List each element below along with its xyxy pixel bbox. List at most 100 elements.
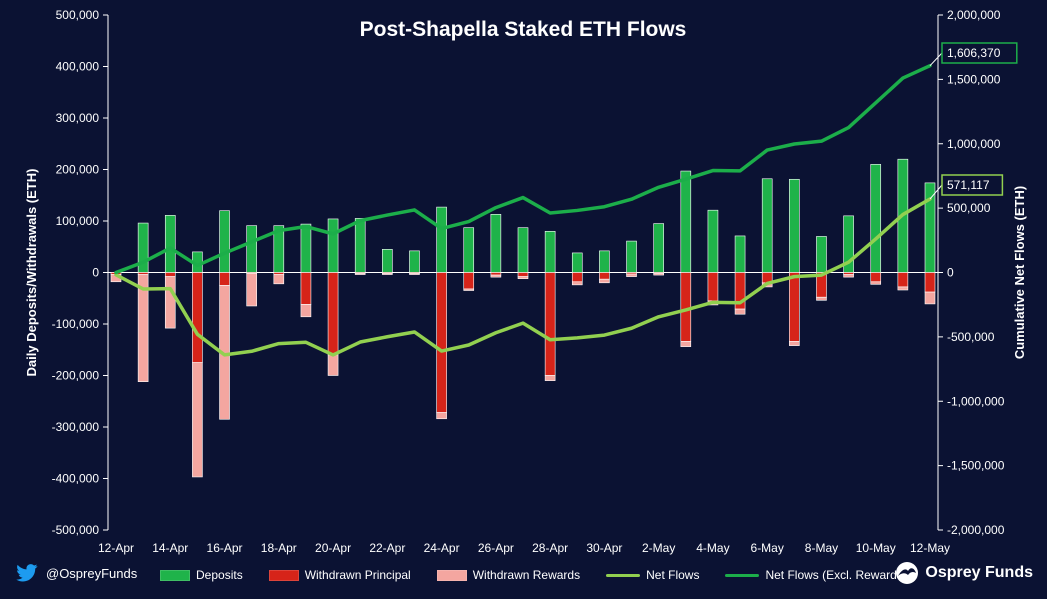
bar-withdrawn-principal <box>571 272 583 283</box>
bar-withdrawn-principal <box>192 272 203 363</box>
bar-withdrawn-principal <box>327 272 339 356</box>
bar-deposits <box>300 223 312 273</box>
bar-deposits <box>680 170 692 273</box>
bar-withdrawn-rewards <box>300 304 312 318</box>
bar-deposits <box>490 214 502 273</box>
x-tick-label: 28-Apr <box>532 541 568 555</box>
osprey-brand[interactable]: Osprey Funds <box>895 561 1033 585</box>
twitter-handle[interactable]: @OspreyFunds <box>16 564 137 582</box>
bar-withdrawn-principal <box>463 272 475 290</box>
bar-withdrawn-rewards <box>789 341 800 346</box>
x-tick-label: 2-May <box>642 541 675 555</box>
legend-label-net-flows-excl: Net Flows (Excl. Rewards) <box>765 568 907 582</box>
left-tick-label: -500,000 <box>52 523 100 537</box>
chart-title: Post-Shapella Staked ETH Flows <box>360 18 687 41</box>
annotation-net-flows-box <box>941 174 1004 196</box>
left-tick-label: 200,000 <box>56 163 100 177</box>
bar-deposits <box>463 227 475 273</box>
legend-swatch-deposits <box>160 569 190 581</box>
bar-withdrawn-rewards <box>382 273 393 275</box>
left-tick-label: 400,000 <box>56 60 100 74</box>
bar-withdrawn-principal <box>164 272 176 277</box>
x-tick-label: 26-Apr <box>478 541 514 555</box>
bar-withdrawn-rewards <box>870 281 882 285</box>
annotation-net-flows-leader <box>929 184 943 200</box>
left-tick-label: 0 <box>92 266 99 280</box>
legend-label-withdrawn-rewards: Withdrawn Rewards <box>472 568 581 582</box>
bar-deposits <box>164 215 176 273</box>
bar-withdrawn-principal <box>897 272 909 288</box>
right-tick-label: 1,000,000 <box>947 137 1001 151</box>
osprey-logo-icon <box>896 562 919 584</box>
bar-withdrawn-principal <box>490 272 502 276</box>
right-tick-label: 2,000,000 <box>947 8 1001 22</box>
x-tick-label: 20-Apr <box>315 541 351 555</box>
x-tick-label: 10-May <box>856 541 896 555</box>
bar-withdrawn-principal <box>843 272 854 275</box>
right-axis-label: Cumulative Net Flows (ETH) <box>1012 186 1027 359</box>
bar-deposits <box>219 210 230 273</box>
x-tick-label: 14-Apr <box>152 541 188 555</box>
right-tick-label: 0 <box>947 266 954 280</box>
bar-withdrawn-rewards <box>897 286 909 291</box>
bar-withdrawn-rewards <box>653 273 664 276</box>
left-tick-label: -300,000 <box>52 420 100 434</box>
right-tick-label: -1,000,000 <box>947 394 1005 408</box>
x-tick-label: 30-Apr <box>586 541 622 555</box>
twitter-icon <box>16 564 38 582</box>
brand-name: Osprey Funds <box>925 564 1033 581</box>
bar-withdrawn-rewards <box>409 273 420 275</box>
bar-withdrawn-principal <box>137 272 149 275</box>
bar-withdrawn-principal <box>680 272 692 342</box>
bar-deposits <box>653 223 664 273</box>
x-tick-label: 12-Apr <box>98 541 134 555</box>
legend-swatch-withdrawn-principal <box>268 569 299 581</box>
bar-withdrawn-principal <box>517 272 529 277</box>
bar-withdrawn-rewards <box>599 278 610 284</box>
annotation-net-flows-value: 571,117 <box>947 178 990 192</box>
left-tick-label: -400,000 <box>52 472 100 486</box>
bar-withdrawn-rewards <box>626 273 637 277</box>
annotation-net-flows-excl-value: 1,606,370 <box>947 46 1001 60</box>
bar-withdrawn-principal <box>707 272 719 302</box>
bar-deposits <box>409 250 420 273</box>
bar-withdrawn-principal <box>300 272 312 305</box>
legend-label-net-flows: Net Flows <box>646 568 700 582</box>
bar-withdrawn-rewards <box>924 291 936 305</box>
legend-swatch-withdrawn-rewards <box>436 569 467 581</box>
legend-net-flows: Net Flows <box>606 568 699 582</box>
bar-withdrawn-rewards <box>463 288 475 291</box>
right-tick-label: 1,500,000 <box>947 72 1001 86</box>
line-net-flows-excl <box>114 63 932 275</box>
x-tick-label: 8-May <box>805 541 838 555</box>
bar-withdrawn-rewards <box>246 273 257 307</box>
chart-legend: Deposits Withdrawn Principal Withdrawn R… <box>160 568 933 582</box>
bar-withdrawn-principal <box>273 272 285 275</box>
twitter-handle-text: @OspreyFunds <box>46 565 138 581</box>
right-tick-label: 500,000 <box>947 201 991 215</box>
legend-deposits: Deposits <box>160 568 243 582</box>
legend-swatch-net-flows <box>606 573 641 577</box>
right-tick-label: -500,000 <box>947 330 995 344</box>
bar-withdrawn-principal <box>599 272 610 280</box>
bar-deposits <box>436 206 447 273</box>
bar-withdrawn-rewards <box>734 308 746 315</box>
bar-withdrawn-rewards <box>436 412 447 420</box>
x-tick-label: 18-Apr <box>261 541 297 555</box>
bar-withdrawn-rewards <box>164 276 176 329</box>
bar-withdrawn-rewards <box>843 274 854 278</box>
chart: Post-Shapella Staked ETH Flows 500,000 400… <box>24 8 1027 555</box>
bar-deposits <box>354 218 366 273</box>
legend-withdrawn-rewards: Withdrawn Rewards <box>436 568 581 582</box>
bar-deposits <box>517 227 529 273</box>
legend-withdrawn-principal: Withdrawn Principal <box>268 568 411 582</box>
bar-withdrawn-principal <box>789 272 800 342</box>
bar-withdrawn-rewards <box>544 375 556 381</box>
bar-deposits <box>761 178 773 273</box>
bar-withdrawn-principal <box>219 272 230 286</box>
annotation-net-flows-excl-leader <box>929 52 943 67</box>
left-axis-label: Daily Deposits/Withdrawals (ETH) <box>24 169 39 377</box>
bar-withdrawn-rewards <box>192 362 203 478</box>
bar-withdrawn-rewards <box>816 296 827 301</box>
bar-withdrawn-rewards <box>273 274 285 285</box>
